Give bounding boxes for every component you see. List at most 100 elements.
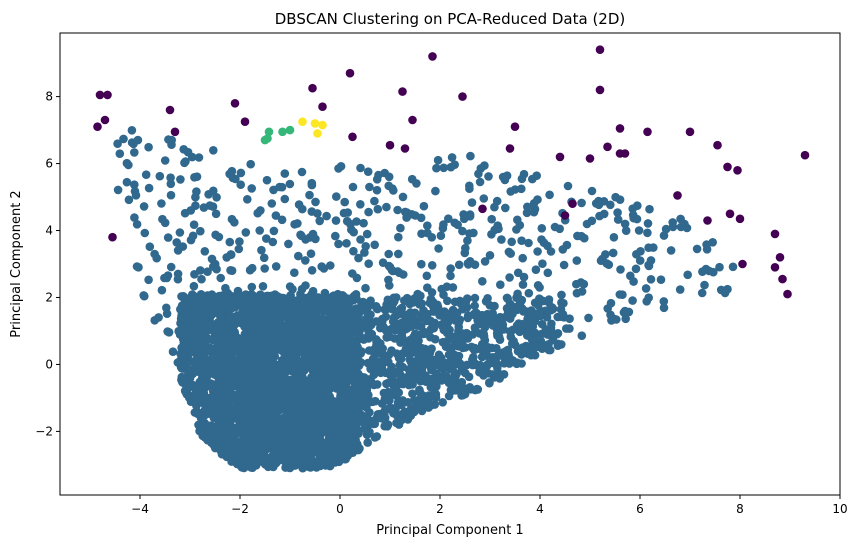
cluster-0-point: [398, 192, 408, 202]
cluster-0-point: [509, 302, 519, 312]
cluster-0-point: [348, 182, 358, 192]
cluster-0-point: [263, 462, 273, 472]
cluster-0-point: [345, 362, 355, 372]
cluster-0-point: [556, 312, 565, 322]
cluster-0-point: [173, 269, 183, 279]
cluster-0-point: [292, 446, 301, 456]
cluster-0-point: [485, 378, 494, 388]
noise-point: [713, 140, 722, 150]
cluster-0-point: [454, 341, 463, 351]
cluster-0-point: [423, 221, 432, 230]
cluster-0-point: [634, 226, 644, 235]
cluster-0-point: [327, 382, 336, 392]
cluster-0-point: [328, 350, 338, 360]
cluster-0-point: [274, 332, 284, 341]
points-layer: [93, 45, 810, 473]
cluster-0-point: [659, 297, 669, 306]
cluster-0-point: [347, 438, 357, 447]
cluster-0-point: [517, 295, 527, 305]
cluster-0-point: [174, 326, 183, 336]
cluster-0-point: [305, 190, 314, 200]
cluster-0-point: [438, 398, 448, 407]
cluster-0-point: [319, 426, 329, 436]
cluster-0-point: [633, 201, 642, 210]
cluster-0-point: [331, 320, 340, 329]
x-axis-label: Principal Component 1: [376, 523, 523, 538]
cluster-0-point: [682, 223, 692, 233]
cluster-0-point: [358, 302, 368, 311]
cluster-0-point: [206, 322, 216, 331]
cluster-0-point: [606, 310, 615, 320]
noise-point: [555, 152, 565, 162]
cluster-0-point: [506, 187, 515, 196]
cluster-0-point: [267, 199, 277, 208]
cluster-0-point: [326, 261, 335, 270]
cluster-0-point: [470, 323, 480, 333]
cluster-0-point: [372, 175, 382, 184]
cluster-0-point: [243, 195, 252, 204]
cluster-0-point: [615, 195, 625, 204]
cluster-0-point: [284, 404, 294, 413]
cluster-0-point: [228, 332, 238, 341]
cluster-0-point: [537, 224, 547, 233]
cluster-0-point: [332, 340, 341, 350]
cluster-0-point: [505, 273, 514, 282]
cluster-0-point: [244, 342, 254, 352]
cluster-0-point: [493, 221, 503, 230]
cluster-0-point: [235, 445, 245, 454]
cluster-0-point: [518, 280, 528, 289]
cluster-0-point: [439, 163, 449, 173]
cluster-0-point: [227, 166, 237, 176]
cluster-0-point: [194, 153, 204, 162]
cluster-0-point: [480, 257, 490, 266]
cluster-0-point: [203, 267, 212, 277]
cluster-0-point: [430, 390, 439, 400]
cluster-0-point: [312, 396, 322, 406]
cluster-0-point: [641, 284, 651, 293]
cluster-0-point: [222, 426, 232, 436]
cluster-0-point: [244, 307, 253, 317]
cluster-0-point: [307, 290, 317, 300]
cluster-0-point: [192, 172, 202, 181]
cluster-0-point: [454, 260, 464, 270]
cluster-0-point: [247, 184, 256, 193]
chart-title: DBSCAN Clustering on PCA-Reduced Data (2…: [275, 10, 626, 28]
cluster-0-point: [400, 207, 410, 217]
cluster-0-point: [436, 231, 446, 240]
cluster-0-point: [394, 232, 403, 242]
cluster-0-point: [246, 159, 255, 169]
cluster-0-point: [643, 219, 653, 228]
cluster-0-point: [285, 282, 295, 291]
cluster-0-point: [202, 382, 211, 391]
cluster-0-point: [380, 394, 390, 404]
cluster-0-point: [285, 453, 295, 463]
cluster-0-point: [372, 341, 381, 351]
cluster-0-point: [356, 200, 365, 209]
cluster-0-point: [553, 341, 563, 351]
cluster-0-point: [249, 318, 258, 327]
cluster-0-point: [573, 231, 582, 241]
cluster-1-point: [278, 127, 287, 137]
cluster-0-point: [533, 281, 543, 290]
noise-point: [778, 274, 787, 284]
cluster-0-point: [533, 247, 542, 256]
cluster-0-point: [228, 173, 238, 183]
cluster-0-point: [207, 254, 217, 264]
cluster-0-point: [513, 215, 522, 225]
noise-point: [108, 232, 117, 242]
cluster-0-point: [517, 359, 526, 368]
cluster-0-point: [661, 224, 671, 234]
cluster-0-point: [515, 322, 525, 332]
cluster-0-point: [370, 196, 379, 206]
noise-point: [103, 90, 112, 100]
cluster-0-point: [446, 264, 456, 273]
cluster-0-point: [505, 314, 515, 323]
cluster-0-point: [280, 194, 290, 204]
cluster-0-point: [239, 318, 248, 327]
noise-point: [560, 211, 570, 220]
cluster-0-point: [235, 419, 245, 429]
cluster-0-point: [495, 335, 505, 345]
noise-point: [568, 199, 577, 208]
cluster-0-point: [606, 200, 615, 210]
cluster-0-point: [413, 289, 423, 299]
